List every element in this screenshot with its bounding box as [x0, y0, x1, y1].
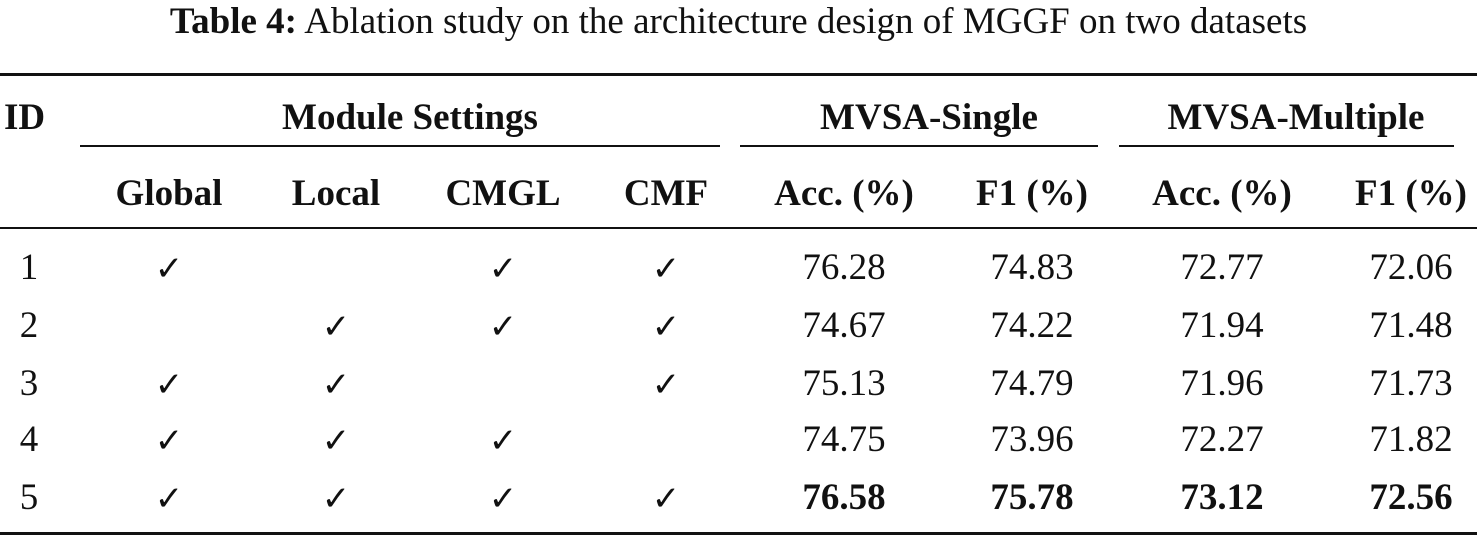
checkmark-icon: ✓ — [488, 307, 518, 347]
cell-multiple-f1: 71.73 — [1369, 363, 1453, 404]
checkmark-icon: ✓ — [651, 479, 681, 519]
header-cmf: CMF — [623, 173, 709, 214]
cell-multiple-acc: 71.96 — [1180, 363, 1264, 404]
checkmark-icon: ✓ — [321, 421, 351, 461]
cell-single-f1: 74.83 — [990, 247, 1074, 288]
header-global: Global — [115, 173, 223, 214]
checkmark-icon: ✓ — [321, 479, 351, 519]
header-multiple-f1: F1 (%) — [1355, 173, 1467, 214]
cell-multiple-acc: 72.77 — [1180, 247, 1264, 288]
cell-multiple-f1: 71.48 — [1369, 305, 1453, 346]
cell-single-acc: 76.28 — [802, 247, 886, 288]
header-rule — [0, 227, 1477, 229]
checkmark-icon: ✓ — [154, 479, 184, 519]
mvsa-single-underline — [740, 145, 1098, 147]
checkmark-icon: ✓ — [321, 365, 351, 405]
cell-multiple-f1: 71.82 — [1369, 419, 1453, 460]
checkmark-icon: ✓ — [154, 249, 184, 289]
checkmark-icon: ✓ — [651, 307, 681, 347]
caption-text: Ablation study on the architecture desig… — [304, 1, 1308, 42]
cell-multiple-acc: 72.27 — [1180, 419, 1264, 460]
checkmark-icon: ✓ — [321, 307, 351, 347]
row-id: 5 — [19, 477, 39, 518]
checkmark-icon: ✓ — [488, 249, 518, 289]
header-mvsa-multiple: MVSA-Multiple — [1167, 97, 1425, 138]
checkmark-icon: ✓ — [154, 365, 184, 405]
top-rule — [0, 73, 1477, 76]
mvsa-multiple-underline — [1119, 145, 1454, 147]
cell-single-f1: 73.96 — [990, 419, 1074, 460]
cell-multiple-f1: 72.06 — [1369, 247, 1453, 288]
module-settings-underline — [80, 145, 720, 147]
row-id: 3 — [19, 363, 39, 404]
header-multiple-acc: Acc. (%) — [1152, 173, 1292, 214]
cell-multiple-acc: 71.94 — [1180, 305, 1264, 346]
checkmark-icon: ✓ — [488, 479, 518, 519]
header-module-settings: Module Settings — [282, 97, 538, 138]
cell-multiple-acc: 73.12 — [1180, 477, 1264, 518]
header-mvsa-single: MVSA-Single — [820, 97, 1038, 138]
checkmark-icon: ✓ — [488, 421, 518, 461]
cell-single-acc: 76.58 — [802, 477, 886, 518]
header-cmgl: CMGL — [445, 173, 561, 214]
checkmark-icon: ✓ — [154, 421, 184, 461]
row-id: 2 — [19, 305, 39, 346]
checkmark-icon: ✓ — [651, 249, 681, 289]
header-id: ID — [4, 97, 46, 138]
table-caption: Table 4: Ablation study on the architect… — [0, 2, 1477, 42]
cell-single-acc: 74.67 — [802, 305, 886, 346]
header-local: Local — [291, 173, 381, 214]
bottom-rule — [0, 532, 1477, 535]
checkmark-icon: ✓ — [651, 365, 681, 405]
cell-multiple-f1: 72.56 — [1369, 477, 1453, 518]
row-id: 4 — [19, 419, 39, 460]
caption-label: Table 4: — [169, 1, 297, 42]
cell-single-acc: 75.13 — [802, 363, 886, 404]
cell-single-f1: 74.22 — [990, 305, 1074, 346]
header-single-acc: Acc. (%) — [774, 173, 914, 214]
cell-single-f1: 75.78 — [990, 477, 1074, 518]
cell-single-f1: 74.79 — [990, 363, 1074, 404]
row-id: 1 — [19, 247, 39, 288]
header-single-f1: F1 (%) — [976, 173, 1088, 214]
cell-single-acc: 74.75 — [802, 419, 886, 460]
